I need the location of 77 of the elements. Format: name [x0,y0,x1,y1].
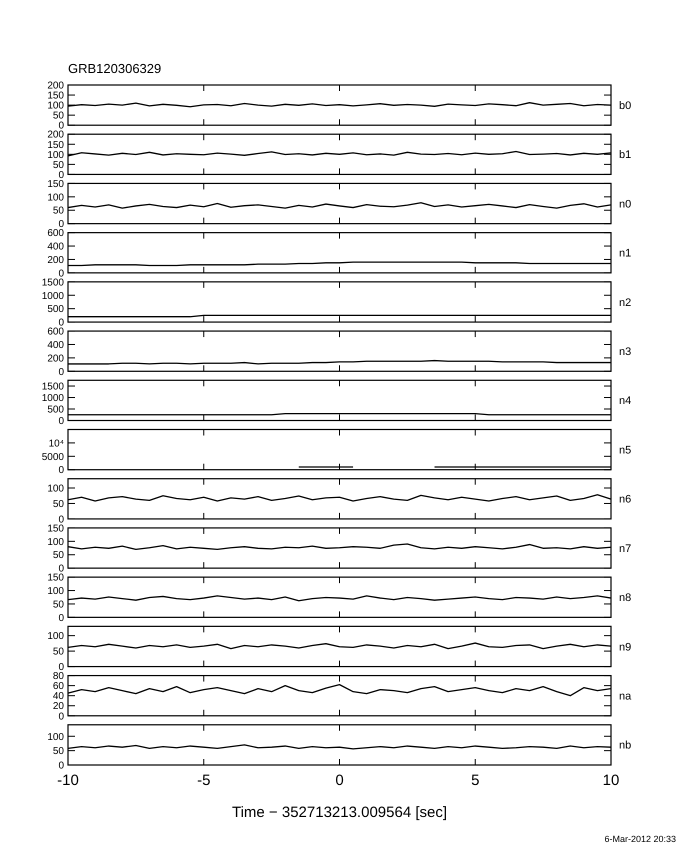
legend-label: b1 [619,149,632,162]
y-tick-label: 400 [47,242,64,253]
y-tick-label: 150 [47,572,64,584]
y-tick-label: 0 [58,219,64,230]
y-tick-label: 0 [58,318,64,329]
legend-label: n9 [619,641,632,654]
text: 6-Mar-2012 20:33 [604,834,676,844]
x-tick-label: -10 [57,772,79,789]
y-tick-label: 100 [47,150,64,161]
y-tick-label: 0 [58,564,64,575]
x-tick-label: -5 [197,772,210,789]
y-tick-label: 0 [58,416,64,427]
legend-label: n3 [619,346,632,358]
y-tick-label: 150 [47,178,64,190]
y-tick-label: 500 [47,404,64,416]
chart-title: GRB120306329 [68,61,162,76]
y-tick-label: 40 [52,691,64,702]
y-tick-label: 0 [58,268,64,280]
y-tick-label: 100 [47,586,64,598]
legend-label: n7 [619,542,632,555]
y-tick-label: 20 [52,701,64,712]
y-tick-label: 200 [47,254,64,266]
y-tick-label: 1000 [42,393,64,404]
legend-label: n0 [619,198,632,210]
y-tick-label: 50 [52,160,64,171]
legend-label: b0 [619,100,632,112]
y-tick-label: 0 [58,711,64,722]
x-axis-title: Time − 352713213.009564 [sec] [232,804,448,821]
legend-label: n1 [619,248,632,260]
y-tick-label: 100 [47,631,64,642]
y-tick-label: 80 [52,671,64,682]
y-tick-label: 50 [52,550,64,562]
y-tick-label: 100 [47,100,64,112]
x-tick-label: 10 [602,772,620,789]
y-tick-label: 10⁴ [48,438,64,450]
y-tick-label: 600 [47,228,64,240]
y-tick-label: 600 [47,326,64,338]
y-tick-label: 50 [52,498,64,510]
x-tick-label: 0 [335,772,344,789]
legend-label: n5 [619,444,632,456]
y-tick-label: 1500 [42,382,64,393]
y-tick-label: 100 [47,483,64,494]
y-tick-label: 50 [52,646,64,658]
y-tick-label: 100 [47,536,64,548]
legend-label: n6 [619,494,632,506]
y-tick-label: 150 [47,90,64,102]
y-tick-label: 400 [47,340,64,351]
y-tick-label: 1000 [42,290,64,302]
y-tick-label: 100 [47,192,64,204]
legend-label: na [619,690,632,703]
y-tick-label: 50 [52,599,64,610]
x-tick-label: 5 [471,772,480,789]
y-tick-label: 60 [52,681,64,692]
legend-label: n2 [619,296,632,309]
y-tick-label: 0 [58,465,64,476]
legend-label: nb [619,740,632,752]
y-tick-label: 500 [47,304,64,316]
y-tick-label: 200 [47,353,64,364]
y-tick-label: 200 [47,130,64,141]
legend-label: n4 [619,395,632,408]
y-tick-label: 50 [52,746,64,758]
y-tick-label: 1500 [42,277,64,288]
y-tick-label: 0 [58,120,64,132]
legend-label: n8 [619,592,632,604]
y-tick-label: 150 [47,140,64,151]
y-tick-label: 200 [47,80,64,92]
y-tick-label: 50 [52,206,64,217]
y-tick-label: 0 [58,366,64,378]
y-tick-label: 5000 [42,452,64,463]
y-tick-label: 0 [58,514,64,526]
y-tick-label: 50 [52,110,64,122]
y-tick-label: 150 [47,523,64,534]
y-tick-label: 0 [58,760,64,772]
y-tick-label: 0 [58,662,64,674]
y-tick-label: 0 [58,612,64,624]
y-tick-label: 100 [47,732,64,743]
y-tick-label: 0 [58,170,64,181]
